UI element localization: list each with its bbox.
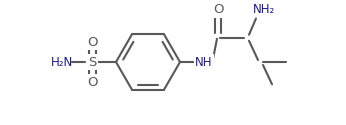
Text: H₂N: H₂N <box>51 56 73 68</box>
Text: O: O <box>213 3 223 16</box>
Text: O: O <box>87 76 97 88</box>
Text: O: O <box>87 36 97 49</box>
Text: NH₂: NH₂ <box>253 3 275 16</box>
Text: NH: NH <box>195 56 213 68</box>
Text: S: S <box>88 56 96 68</box>
